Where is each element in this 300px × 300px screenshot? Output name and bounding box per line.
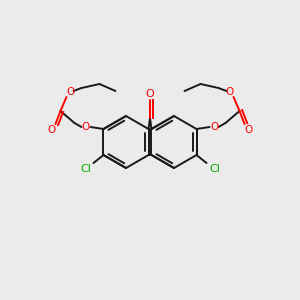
Text: O: O <box>210 122 219 132</box>
Text: O: O <box>81 122 90 132</box>
Text: O: O <box>225 87 234 97</box>
Text: O: O <box>66 87 75 97</box>
Text: Cl: Cl <box>209 164 220 174</box>
Text: O: O <box>47 125 56 135</box>
Text: O: O <box>244 125 253 135</box>
Text: O: O <box>146 89 154 99</box>
Text: Cl: Cl <box>80 164 91 174</box>
